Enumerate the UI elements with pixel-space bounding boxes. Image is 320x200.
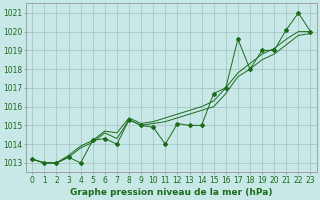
X-axis label: Graphe pression niveau de la mer (hPa): Graphe pression niveau de la mer (hPa) (70, 188, 273, 197)
